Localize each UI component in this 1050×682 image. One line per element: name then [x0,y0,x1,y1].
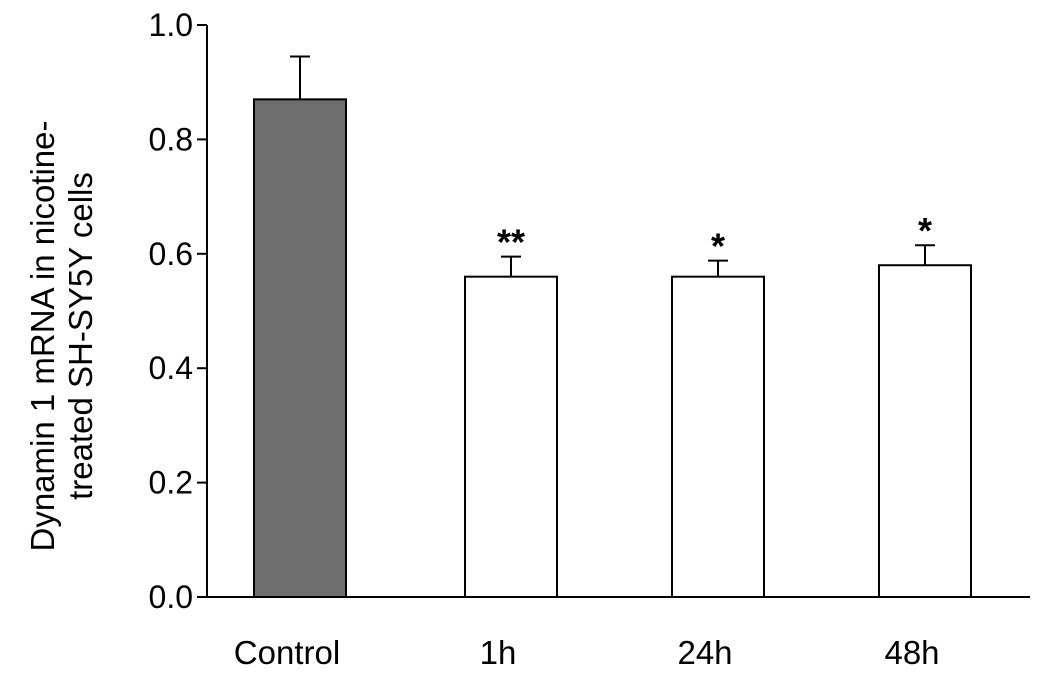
x-tick-label: Control [234,634,340,671]
y-axis-label-line-2: treated SH-SY5Y cells [62,172,99,500]
significance-marker: * [918,210,932,251]
x-tick-label: 24h [677,634,732,671]
bar-1h [464,275,558,598]
bar-48h [878,264,972,598]
x-tick-label: 48h [884,634,939,671]
y-tick-label: 0.4 [149,350,193,386]
significance-marker: * [711,226,725,267]
y-axis-label: Dynamin 1 mRNA in nicotine- treated SH-S… [24,121,99,552]
bar-control [253,98,347,599]
y-tick-label: 0.2 [149,465,193,501]
y-tick-label: 0.8 [149,121,193,157]
y-tick-label: 0.6 [149,236,193,272]
plot-area: 0.0 0.2 0.4 0.6 0.8 1.0 Control ** 1h * 24h * 48h [149,7,1030,671]
significance-marker: ** [497,222,525,263]
y-tick-label: 0.0 [149,579,193,615]
x-tick-label: 1h [480,634,517,671]
y-tick-label: 1.0 [149,7,193,43]
bar-24h [671,275,765,598]
y-axis-label-line-1: Dynamin 1 mRNA in nicotine- [24,121,61,552]
